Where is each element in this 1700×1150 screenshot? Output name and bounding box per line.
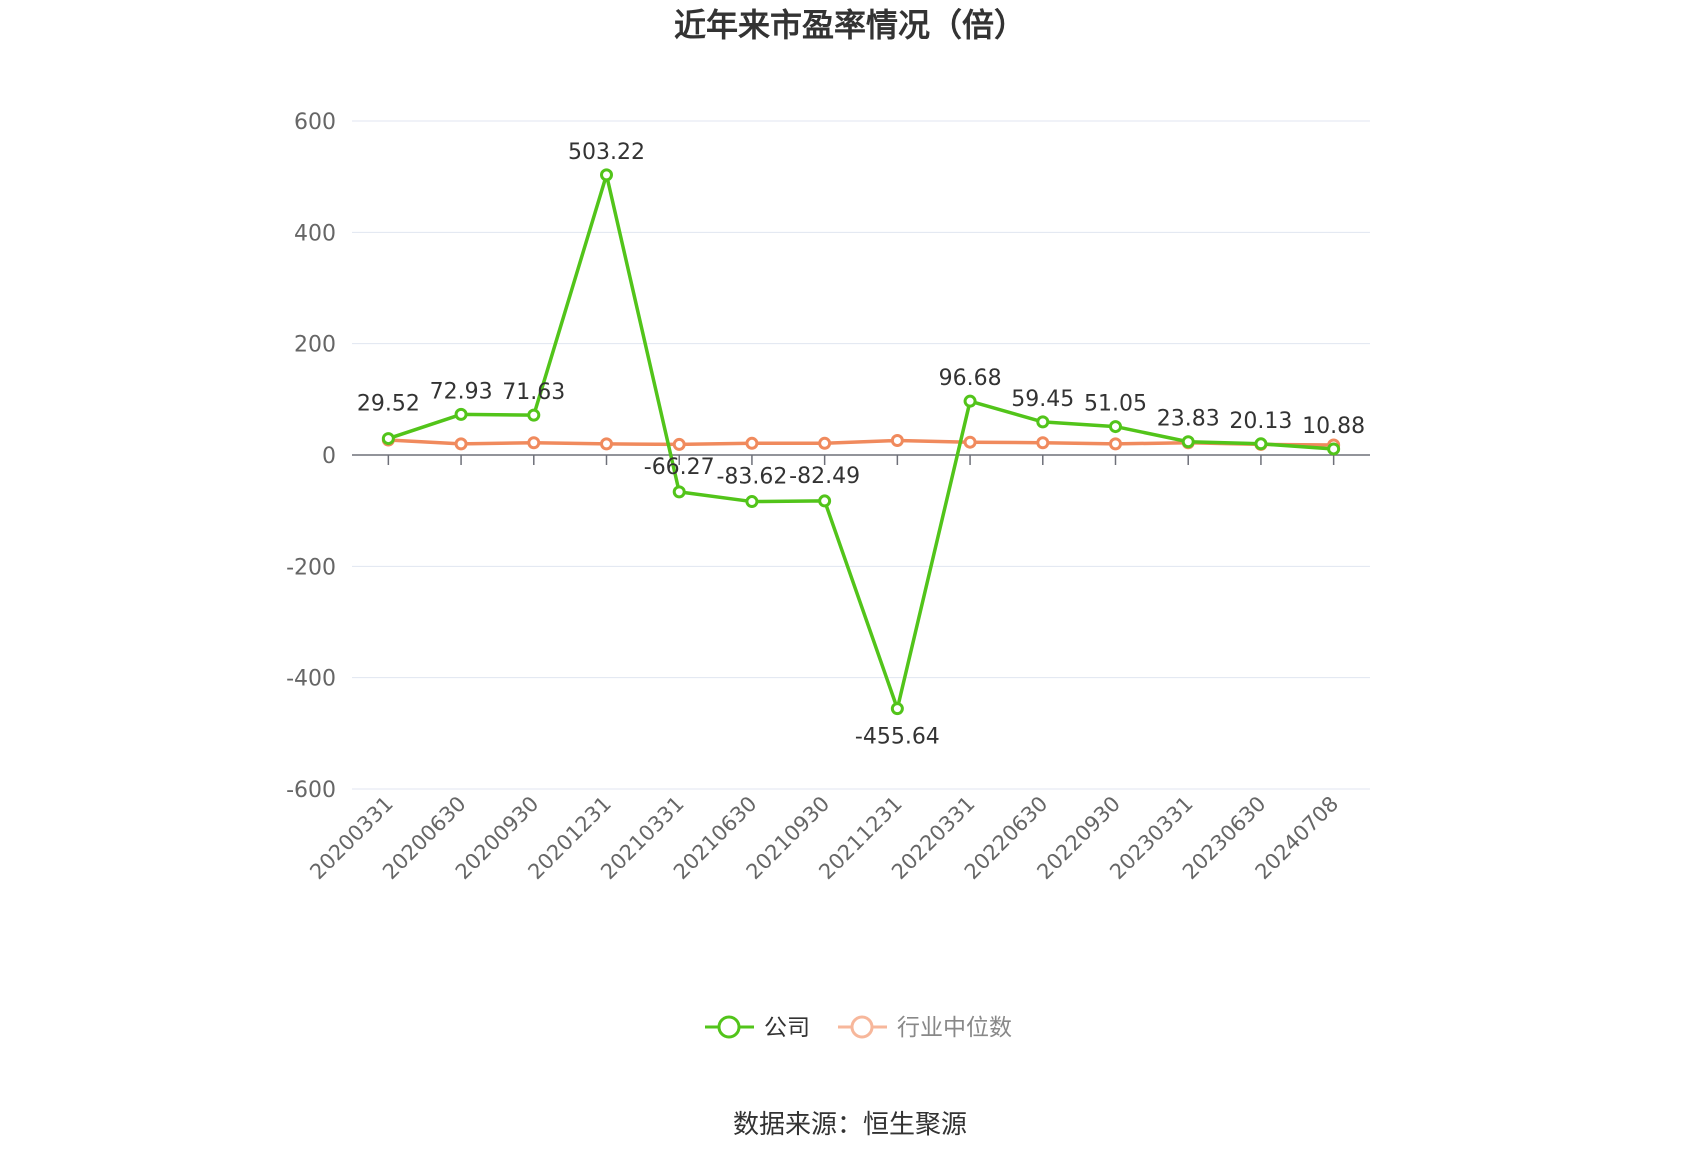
industry-point[interactable]	[527, 436, 541, 450]
company-data-label: -83.62	[716, 465, 787, 490]
grid-lines	[352, 120, 1370, 790]
series-layer	[381, 168, 1341, 716]
company-data-label: 71.63	[502, 380, 565, 405]
legend-item-company[interactable]: 公司	[705, 1015, 810, 1041]
company-data-label: 29.52	[357, 392, 420, 417]
company-point[interactable]	[527, 408, 541, 422]
y-tick-label: -200	[286, 555, 336, 580]
company-point[interactable]	[454, 407, 468, 421]
y-tick-label: 400	[294, 221, 336, 246]
industry-point[interactable]	[890, 434, 904, 448]
industry-series-line	[388, 438, 1334, 447]
data-source: 数据来源：恒生聚源	[733, 1110, 967, 1140]
company-point[interactable]	[1327, 442, 1341, 456]
legend-marker-company	[717, 1015, 741, 1039]
company-data-label: -455.64	[855, 725, 940, 750]
company-point[interactable]	[1181, 435, 1195, 449]
y-tick-label: 600	[294, 110, 336, 135]
company-data-label: 59.45	[1011, 387, 1074, 412]
company-point[interactable]	[745, 495, 759, 509]
company-point[interactable]	[381, 432, 395, 446]
legend-item-industry[interactable]: 行业中位数	[838, 1015, 1012, 1041]
y-tick-label: 0	[322, 444, 336, 469]
industry-point[interactable]	[600, 437, 613, 451]
industry-point[interactable]	[1109, 437, 1122, 451]
legend-label-company: 公司	[764, 1015, 810, 1041]
y-axis: 600 400 200 0 -200 -400 -600	[286, 110, 336, 803]
industry-point[interactable]	[454, 437, 468, 451]
company-point[interactable]	[1036, 415, 1050, 429]
legend: 公司 行业中位数	[705, 1015, 1012, 1041]
company-data-label: 51.05	[1084, 392, 1147, 417]
company-point[interactable]	[600, 168, 613, 182]
company-data-label: -82.49	[789, 464, 860, 489]
industry-point[interactable]	[745, 436, 759, 450]
y-tick-label: -600	[286, 778, 336, 803]
company-point[interactable]	[890, 702, 904, 716]
chart-title: 近年来市盈率情况（倍）	[674, 6, 1026, 44]
industry-point[interactable]	[818, 436, 832, 450]
company-data-label: 10.88	[1302, 414, 1365, 439]
company-data-label: 72.93	[430, 379, 493, 404]
legend-marker-industry	[850, 1015, 874, 1039]
company-data-label: 96.68	[939, 366, 1002, 391]
company-point[interactable]	[1254, 437, 1268, 451]
company-point[interactable]	[963, 394, 977, 408]
x-axis: 2020033120200630202009302020123120210331…	[305, 454, 1370, 884]
industry-point[interactable]	[963, 435, 977, 449]
company-point[interactable]	[672, 485, 686, 499]
company-data-label: -66.27	[644, 455, 715, 480]
company-series-line	[387, 173, 1334, 711]
company-data-label: 23.83	[1157, 407, 1220, 432]
data-labels: 29.52 72.93 71.63 503.22 -66.27 -83.62 -82.49 -…	[357, 140, 1365, 750]
company-data-label: 20.13	[1229, 409, 1292, 434]
y-tick-label: -400	[286, 667, 336, 692]
company-point[interactable]	[1109, 420, 1122, 434]
industry-point[interactable]	[1036, 436, 1050, 450]
company-data-label: 503.22	[568, 140, 645, 165]
company-point[interactable]	[818, 494, 832, 508]
legend-label-industry: 行业中位数	[897, 1015, 1012, 1041]
industry-point[interactable]	[672, 437, 686, 451]
y-tick-label: 200	[294, 333, 336, 358]
